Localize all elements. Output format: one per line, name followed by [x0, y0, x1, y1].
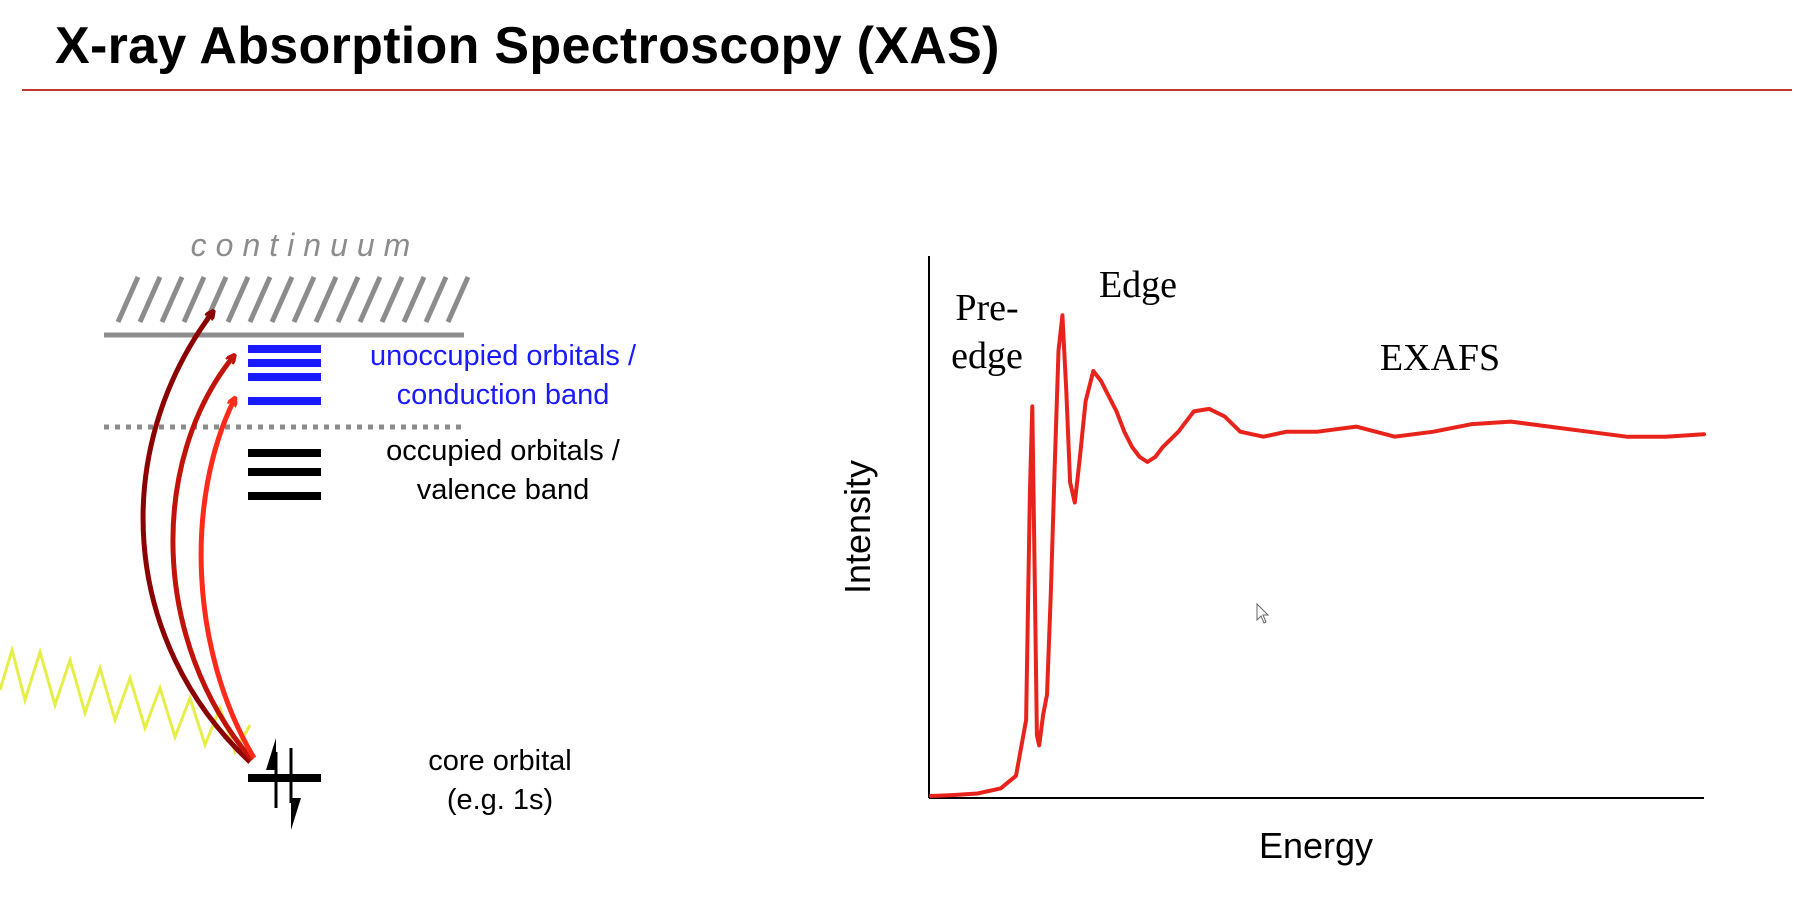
continuum-hatch-stroke	[335, 275, 361, 324]
xas-spectrum-chart: Energy Intensity Pre- edge Edge EXAFS	[837, 256, 1706, 866]
unoccupied-label-line1: unoccupied orbitals /	[370, 340, 637, 372]
continuum-hatch-stroke	[159, 275, 185, 324]
continuum-hatch-stroke	[137, 275, 163, 324]
spin-down-arrow-half-head	[291, 798, 301, 830]
excitation-arrow-to-continuum	[140, 313, 252, 764]
occupied-label-line1: occupied orbitals /	[386, 435, 621, 467]
continuum-hatch-stroke	[379, 275, 405, 324]
continuum-hatch-stroke	[247, 275, 273, 324]
continuum-hatch-stroke	[423, 275, 449, 324]
y-axis-label: Intensity	[837, 460, 878, 594]
exafs-label: EXAFS	[1380, 337, 1500, 379]
core-label-line2: (e.g. 1s)	[447, 784, 553, 816]
xray-wave	[0, 644, 252, 756]
edge-label: Edge	[1099, 264, 1177, 306]
unoccupied-levels	[248, 345, 321, 405]
continuum-label: continuum	[191, 227, 420, 263]
spectrum-line	[929, 313, 1706, 798]
continuum-hatch-stroke	[181, 275, 207, 324]
excitation-arrow-to-unoccupied-lower	[198, 400, 257, 760]
spin-up-arrow-half-head	[266, 738, 276, 770]
continuum-hatch-stroke	[115, 275, 141, 324]
continuum-hatch-stroke	[445, 275, 471, 324]
continuum-hatch	[115, 275, 471, 324]
continuum-hatch-stroke	[291, 275, 317, 324]
preedge-label-line2: edge	[951, 335, 1023, 377]
slide-title: X-ray Absorption Spectroscopy (XAS)	[55, 17, 1000, 75]
continuum-hatch-stroke	[269, 275, 295, 324]
x-axis-label: Energy	[1259, 825, 1373, 866]
preedge-label-line1: Pre-	[955, 287, 1018, 329]
mouse-cursor-icon	[1256, 602, 1270, 624]
continuum-hatch-stroke	[313, 275, 339, 324]
excitation-arrow-to-unoccupied-upper	[170, 357, 254, 762]
occupied-levels	[248, 449, 321, 500]
energy-level-diagram: continuum unoccupied orbitals / conducti…	[0, 227, 637, 830]
core-label-line1: core orbital	[428, 745, 571, 777]
continuum-hatch-stroke	[225, 275, 251, 324]
continuum-hatch-stroke	[401, 275, 427, 324]
spectrum-points	[931, 315, 1704, 796]
occupied-label-line2: valence band	[417, 474, 590, 506]
unoccupied-label-line2: conduction band	[397, 379, 610, 411]
continuum-hatch-stroke	[357, 275, 383, 324]
core-orbital	[248, 738, 321, 830]
title-rule	[22, 89, 1792, 91]
